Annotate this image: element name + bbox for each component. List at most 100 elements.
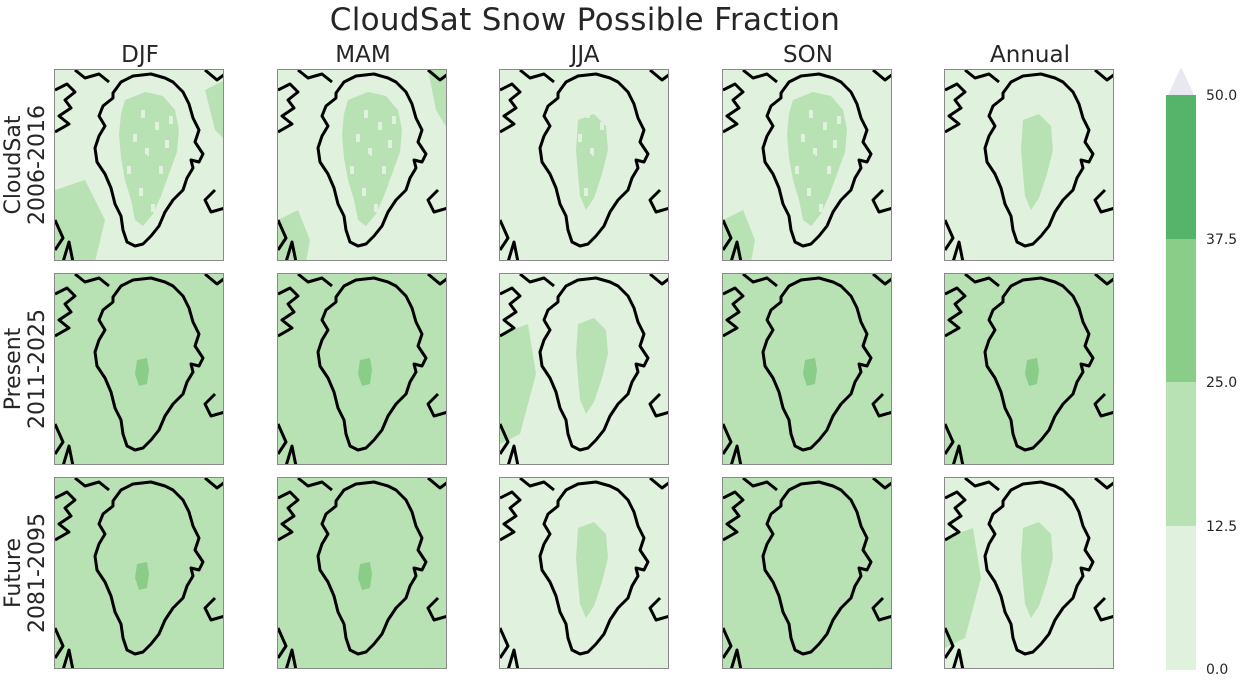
- iceland-coastline: [648, 188, 668, 214]
- speckle-cell: [364, 110, 368, 118]
- arctic-island-coastline: [204, 478, 223, 490]
- iceland-coastline: [203, 392, 223, 418]
- map-panel-son-present: [722, 273, 892, 465]
- speckle-cell: [837, 116, 841, 124]
- arctic-island-coastline: [297, 70, 333, 84]
- ice-sheet-shading: [342, 296, 402, 430]
- labrador-coastline: [507, 240, 520, 260]
- iceland-coastline: [426, 596, 446, 622]
- greenland-coastline: [761, 480, 873, 656]
- arctic-island-coastline: [872, 478, 891, 490]
- map-panel-mam-cloudsat: [277, 69, 447, 261]
- speckle-cell: [392, 116, 396, 124]
- iceland-coastline: [1093, 188, 1113, 214]
- labrador-coastline: [945, 219, 955, 251]
- ice-sheet-shading: [119, 92, 179, 226]
- shade-region-ne-strip: [428, 70, 446, 127]
- map-panel-son-cloudsat: [722, 69, 892, 261]
- ice-core-shading: [803, 154, 817, 182]
- arctic-island-coastline: [742, 274, 778, 288]
- speckle-cell: [141, 110, 145, 118]
- labrador-coastline: [55, 627, 65, 659]
- colorbar-tick-label: 37.5: [1206, 232, 1238, 248]
- arctic-island-coastline: [427, 274, 446, 286]
- map-svg: [723, 274, 891, 464]
- shade-region-west-strip: [945, 528, 981, 648]
- speckle-cell: [572, 166, 576, 174]
- ice-sheet-shading: [119, 500, 179, 634]
- labrador-coastline: [285, 240, 298, 260]
- labrador-coastline: [952, 444, 965, 464]
- labrador-coastline: [55, 423, 65, 455]
- labrador-coastline: [945, 423, 955, 455]
- ice-sheet-shading: [1009, 296, 1069, 430]
- speckle-cell: [596, 204, 600, 212]
- iceland-coastline: [203, 596, 223, 622]
- labrador-coastline: [500, 423, 510, 455]
- labrador-coastline: [278, 423, 288, 455]
- canada-coastline: [55, 286, 77, 338]
- column-title-jja: JJA: [570, 42, 600, 68]
- greenland-coastline: [316, 276, 428, 452]
- labrador-coastline: [62, 648, 75, 668]
- greenland-coastline: [761, 72, 873, 248]
- arctic-island-coastline: [742, 70, 778, 84]
- arctic-island-coastline: [297, 478, 333, 492]
- row-label-line1: CloudSat: [1, 115, 26, 215]
- speckle-cell: [133, 134, 137, 142]
- greenland-coastline: [983, 480, 1095, 656]
- map-panel-mam-present: [277, 273, 447, 465]
- labrador-coastline: [62, 444, 75, 464]
- iceland-coastline: [648, 392, 668, 418]
- canada-coastline: [723, 286, 745, 338]
- speckle-cell: [374, 204, 378, 212]
- arctic-island-coastline: [74, 70, 110, 84]
- ice-core-shading: [1025, 358, 1039, 386]
- arctic-island-coastline: [1094, 274, 1113, 286]
- iceland-coastline: [1093, 596, 1113, 622]
- speckle-cell: [145, 148, 149, 156]
- arctic-island-coastline: [964, 70, 1000, 84]
- row-label-present: Present 2011-2025: [1, 284, 62, 454]
- row-label-line1: Future: [1, 537, 26, 609]
- ice-core-shading: [1025, 562, 1039, 590]
- iceland-coastline: [1093, 392, 1113, 418]
- map-panel-jja-future: [499, 477, 669, 669]
- arctic-island-coastline: [742, 478, 778, 492]
- map-panel-annual-present: [944, 273, 1114, 465]
- shade-region-sw-plume: [55, 180, 105, 260]
- greenland-coastline: [983, 72, 1095, 248]
- speckle-cell: [388, 140, 392, 148]
- greenland-coastline: [538, 72, 650, 248]
- speckle-cell: [610, 140, 614, 148]
- arctic-island-coastline: [74, 478, 110, 492]
- canada-coastline: [945, 490, 967, 542]
- greenland-coastline: [983, 276, 1095, 452]
- speckle-cell: [362, 188, 366, 196]
- ice-sheet-shading: [342, 92, 402, 226]
- labrador-coastline: [285, 444, 298, 464]
- canada-coastline: [723, 82, 745, 134]
- arctic-island-coastline: [649, 70, 668, 82]
- ice-core-shading: [1025, 154, 1039, 182]
- canada-coastline: [278, 82, 300, 134]
- column-title-djf: DJF: [121, 42, 159, 68]
- column-title-son: SON: [783, 42, 833, 68]
- iceland-coastline: [426, 188, 446, 214]
- speckle-cell: [827, 166, 831, 174]
- greenland-coastline: [93, 480, 205, 656]
- labrador-coastline: [285, 648, 298, 668]
- speckle-cell: [350, 166, 354, 174]
- ice-core-shading: [803, 358, 817, 386]
- greenland-coastline: [538, 276, 650, 452]
- greenland-coastline: [761, 276, 873, 452]
- arctic-island-coastline: [649, 478, 668, 490]
- speckle-cell: [614, 116, 618, 124]
- speckle-cell: [159, 166, 163, 174]
- colorbar-level-0.0-12.5: [1166, 526, 1196, 670]
- canada-coastline: [500, 490, 522, 542]
- colorbar-extend-triangle: [1168, 67, 1194, 95]
- row-label-line2: 2011-2025: [25, 309, 50, 429]
- map-panel-jja-cloudsat: [499, 69, 669, 261]
- map-svg: [945, 478, 1113, 668]
